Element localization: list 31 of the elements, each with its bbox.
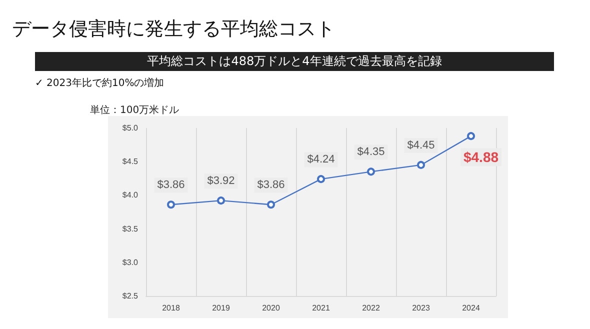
y-axis-title: 単位：100万米ドル xyxy=(90,104,180,117)
point xyxy=(167,200,175,209)
x-tick-label: 2018 xyxy=(162,304,180,312)
chart-title: データ侵害時に発生する平均総コスト xyxy=(12,17,335,42)
point xyxy=(467,132,475,140)
data-label: $4.88 xyxy=(463,149,499,166)
chart-subtitle: 平均総コストは488万ドルと4年連続で過去最高を記録 xyxy=(35,52,554,71)
y-tick-label: $3.5 xyxy=(122,224,139,234)
x-tick-label: 2022 xyxy=(362,304,380,312)
x-tick-label: 2023 xyxy=(412,304,430,312)
x-tick-label: 2020 xyxy=(262,304,280,312)
point xyxy=(367,168,375,176)
point xyxy=(317,175,325,184)
y-tick-label: $3.0 xyxy=(122,258,139,267)
y-tick-label: $2.5 xyxy=(122,292,139,300)
x-tick-label: 2024 xyxy=(462,304,480,312)
data-label: $3.86 xyxy=(157,179,185,192)
x-tick-label: 2019 xyxy=(212,304,230,312)
x-tick-label: 2021 xyxy=(312,304,330,312)
data-label: $4.45 xyxy=(407,139,435,152)
point xyxy=(267,200,275,209)
point xyxy=(217,196,225,205)
data-label: $3.92 xyxy=(207,175,235,188)
text: ✓ 2023年比で約10%の増加 xyxy=(35,76,164,90)
data-label: $3.86 xyxy=(257,179,285,192)
y-tick-label: $4.0 xyxy=(122,190,139,200)
point xyxy=(417,160,425,169)
y-tick-label: $4.5 xyxy=(122,157,139,166)
data-label: $4.24 xyxy=(307,154,335,166)
data-label: $4.35 xyxy=(357,146,385,158)
y-tick-label: $5.0 xyxy=(122,124,139,132)
